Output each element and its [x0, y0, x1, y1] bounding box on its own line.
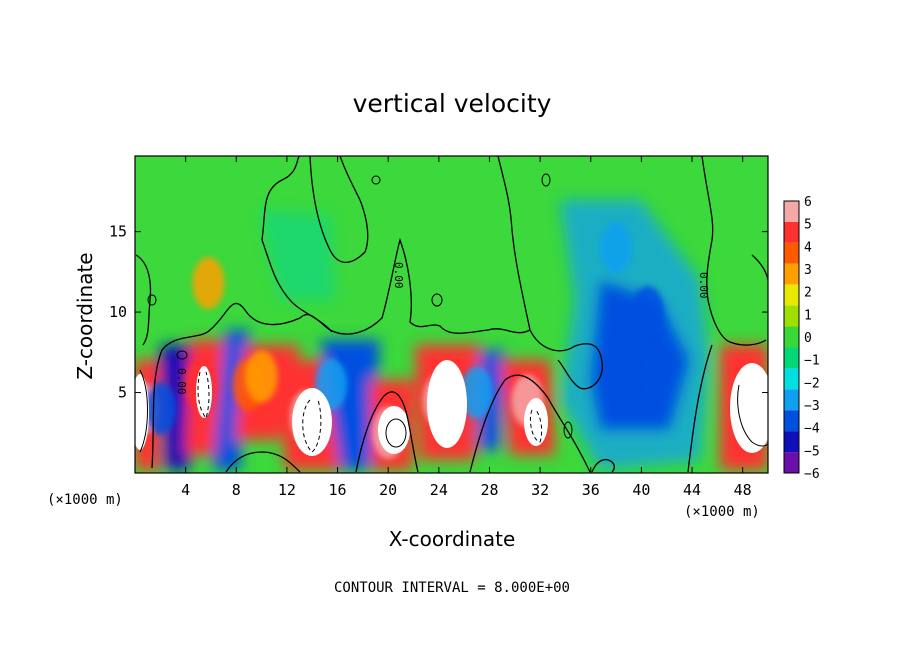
field-cell-12: [606, 350, 639, 403]
colorbar-tick-label: −1: [804, 354, 820, 369]
field-cell-14: [600, 221, 633, 274]
x-tick-label: 4: [181, 481, 190, 499]
colorbar-swatch: [784, 368, 799, 390]
core-x13: [292, 388, 332, 456]
plot-frame: [134, 155, 769, 474]
x-tick-label: 36: [582, 481, 600, 499]
contour-zero-2: [151, 302, 331, 469]
x-tick-label: 16: [329, 481, 347, 499]
x-tick-label: 8: [232, 481, 241, 499]
contour-zero-6: [309, 156, 369, 263]
contour-core-x20: [385, 418, 407, 448]
y-axis-label: Z-coordinate: [73, 252, 97, 379]
contour-neg-x5: [197, 371, 210, 420]
y-unit-right: (×1000 m): [684, 504, 760, 520]
colorbar-swatch: [784, 263, 799, 285]
y-axis-ticks: 5 10 15: [109, 223, 768, 402]
x-tick-label: 12: [278, 481, 296, 499]
colorbar-swatch: [784, 242, 799, 264]
colorbar-tick-label: −6: [804, 467, 820, 482]
colorbar-tick-label: −2: [804, 376, 820, 391]
x-tick-label: 48: [734, 481, 752, 499]
colorbar-swatch: [784, 305, 799, 327]
core-x20: [378, 406, 410, 454]
contour-small-1: [147, 294, 157, 306]
contour-zero-5: [329, 237, 531, 335]
mid-level-cyan-patch: [260, 210, 335, 300]
field-cell-10: [460, 366, 493, 419]
x-tick-label: 32: [531, 481, 549, 499]
core-x5: [196, 366, 212, 418]
colorbar-tick-label: 3: [804, 263, 812, 278]
colorbar-tick-label: −4: [804, 422, 820, 437]
contour-core-left: [139, 369, 148, 453]
contour-zero-12: [355, 391, 419, 473]
colorbar-tick-label: 5: [804, 218, 812, 233]
contour-small-6: [431, 293, 443, 307]
field-cell-13: [631, 286, 664, 339]
contour-small-3: [541, 173, 551, 187]
contour-label-1: 0.00: [392, 262, 405, 289]
contour-label-2: 0.00: [175, 368, 188, 395]
core-right-edge: [730, 363, 768, 453]
colorbar-swatch: [784, 201, 799, 222]
colorbar-swatch: [784, 389, 799, 411]
x-tick-label: 44: [683, 481, 701, 499]
colorbar-swatch: [784, 326, 799, 348]
x-axis-label: X-coordinate: [389, 527, 516, 551]
contour-zero-4: [261, 239, 333, 333]
x-tick-label: 28: [480, 481, 498, 499]
velocity-field: 0.00 0.00 0.00: [135, 156, 768, 473]
contour-zero-7: [497, 156, 531, 331]
contour-zero-11: [225, 451, 301, 473]
contour-zero-14: [591, 458, 615, 473]
colorbar-tick-label: 0: [804, 331, 812, 346]
x-tick-label: 24: [430, 481, 448, 499]
y-tick-label: 5: [118, 384, 127, 402]
contour-small-5: [563, 421, 573, 439]
core-left-edge: [135, 374, 149, 450]
y-tick-label: 10: [109, 303, 127, 321]
contour-label-3: 0.00: [697, 272, 710, 299]
contour-small-4: [176, 350, 188, 360]
colorbar-swatch: [784, 452, 799, 473]
colorbar-swatch: [784, 347, 799, 369]
contour-zero-8: [529, 329, 603, 390]
contour-zero-15: [751, 254, 768, 281]
contour-zero-13: [469, 374, 591, 473]
contour-small-2: [371, 175, 381, 185]
colorbar-tick-label: 2: [804, 286, 812, 301]
contour-zero-9: [701, 156, 767, 346]
colorbar-frame: [783, 200, 800, 474]
colorbar-swatch: [784, 221, 799, 243]
core-x24: [427, 360, 467, 448]
colorbar: 6 5 4 3 2 1 0 −1 −2 −3 −4 −5 −6: [783, 195, 820, 482]
chart-title: vertical velocity: [353, 89, 552, 118]
colorbar-tick-label: −5: [804, 444, 820, 459]
colorbar-tick-label: 6: [804, 195, 812, 210]
colorbar-tick-label: −3: [804, 399, 820, 414]
colorbar-tick-label: 1: [804, 308, 812, 323]
contour-zero-1: [135, 254, 152, 346]
field-cell-5: [245, 350, 278, 403]
colorbar-swatch: [784, 284, 799, 306]
contour-zero-3: [261, 156, 301, 241]
field-cell-3: [192, 257, 225, 310]
x-tick-label: 20: [379, 481, 397, 499]
contour-interval-note: CONTOUR INTERVAL = 8.000E+00: [334, 580, 570, 596]
contour-zero-10: [687, 344, 713, 473]
x-axis-ticks: 4 8 12 16 20 24 28 32 36 40 44 48: [181, 156, 752, 499]
field-cell-1: [144, 382, 177, 435]
contour-core-right: [737, 384, 768, 447]
y-tick-label: 15: [109, 223, 127, 241]
x-unit-left: (×1000 m): [47, 492, 123, 508]
contour-lines: [135, 156, 768, 473]
x-tick-label: 40: [632, 481, 650, 499]
colorbar-swatch: [784, 410, 799, 432]
colorbar-tick-label: 4: [804, 240, 812, 255]
colorbar-swatch: [784, 431, 799, 453]
contour-neg-x31: [529, 409, 543, 443]
contour-neg-x13: [302, 399, 322, 453]
